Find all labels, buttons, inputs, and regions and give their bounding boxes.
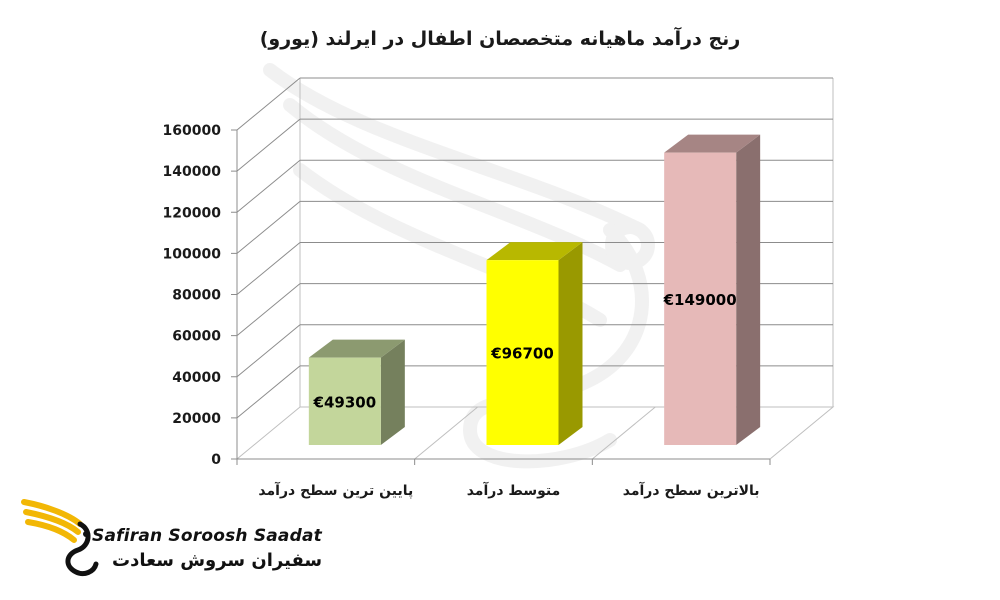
y-tick-label: 160000 [163,123,222,139]
x-tick-label: پایین ترین سطح درآمد [258,481,413,499]
y-tick-label: 140000 [163,164,222,180]
y-tick-label: 60000 [172,329,221,345]
bar-top [664,134,761,153]
gridline-diagonal [236,242,301,295]
bar-top [486,242,583,261]
gridline-diagonal [236,200,301,254]
bar [664,152,737,445]
y-tick-label: 80000 [172,288,221,304]
y-tick-label: 120000 [163,205,222,221]
data-label: €149000 [663,291,737,309]
floor-divider [592,406,656,460]
bar [486,260,559,445]
gridline-diagonal [236,77,301,131]
y-tick-label: 100000 [163,246,222,262]
bar-side [736,134,761,445]
bar [308,357,381,445]
data-label: €49300 [313,393,377,411]
data-label: €96700 [490,345,554,363]
bar-side [380,339,405,445]
floor-divider [414,406,478,460]
y-tick-label: 40000 [172,370,221,386]
x-tick-label: متوسط درآمد [467,481,561,499]
brand-name-latin: Safiran Soroosh Saadat [92,526,322,546]
bar-side [558,242,583,445]
y-tick-label: 20000 [172,411,221,427]
gridline-diagonal [236,324,301,378]
gridline-diagonal [236,118,301,172]
x-tick-label: بالاترین سطح درآمد [623,481,760,499]
chart-title: رنج درآمد ماهیانه متخصصان اطفال در ایرلن… [259,28,741,50]
y-tick-label: 0 [211,452,221,468]
brand-logo: Safiran Soroosh Saadat سفیران سروش سعادت [20,494,322,584]
gridline-diagonal [236,365,301,419]
eagle-wing-icon [21,499,99,577]
brand-name-persian: سفیران سروش سعادت [112,550,323,571]
bar-top [308,339,405,358]
gridline-diagonal [236,283,301,337]
gridline-diagonal [236,159,301,213]
